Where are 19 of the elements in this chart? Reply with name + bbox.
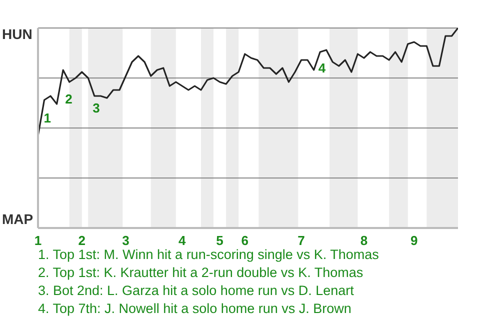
text: 3. Bot 2nd: L. Garza hit a solo home run vs D. Lenart bbox=[38, 282, 355, 300]
annotation: 2 bbox=[65, 92, 72, 107]
annotation: 4 bbox=[318, 60, 326, 76]
annotation: 3 bbox=[92, 100, 100, 116]
x-tick-label: 6 bbox=[241, 233, 248, 248]
text: 2. Top 1st: K. Krautter hit a 2-run double vs K. Thomas bbox=[38, 264, 364, 282]
x-tick-label: 4 bbox=[178, 233, 187, 248]
x-tick-label: 9 bbox=[410, 233, 418, 248]
x-tick-label: 8 bbox=[360, 233, 368, 248]
x-tick-label: 5 bbox=[216, 233, 224, 248]
x-tick-label: 7 bbox=[298, 233, 305, 248]
x-tick-label: 1 bbox=[34, 233, 42, 248]
text: MAP bbox=[2, 211, 34, 227]
text: 4. Top 7th: J. Nowell hit a solo home run vs J. Brown bbox=[38, 300, 352, 318]
x-tick-label: 2 bbox=[78, 233, 86, 248]
annotation: 1 bbox=[44, 110, 52, 126]
text: HUN bbox=[2, 26, 32, 42]
x-tick-label: 3 bbox=[122, 233, 130, 248]
text: 1. Top 1st: M. Winn hit a run-scoring single vs K. Thomas bbox=[38, 246, 379, 264]
